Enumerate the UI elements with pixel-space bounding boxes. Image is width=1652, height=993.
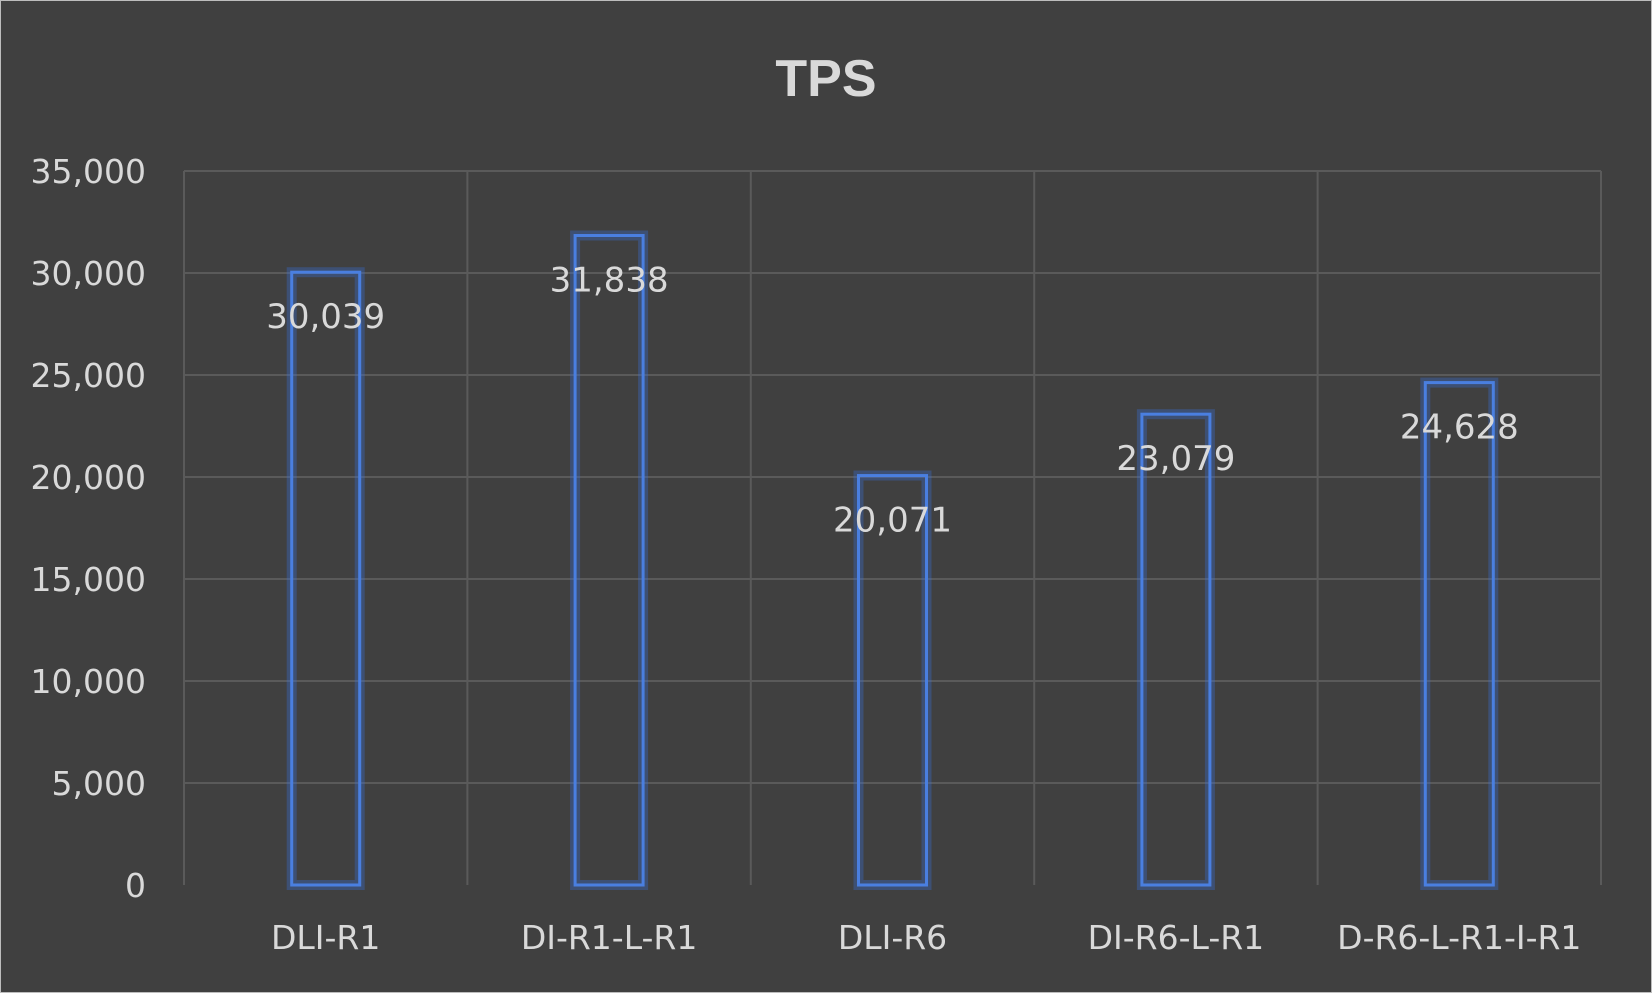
y-tick-label: 30,000 (31, 254, 146, 293)
data-labels: 30,039 31,838 20,071 23,079 24,628 (266, 261, 1519, 541)
y-tick-label: 25,000 (31, 356, 146, 395)
x-category-label: DI-R6-L-R1 (1088, 918, 1265, 957)
chart-title: TPS (775, 50, 876, 108)
x-category-label: DI-R1-L-R1 (521, 918, 698, 957)
data-label: 23,079 (1116, 439, 1235, 479)
y-tick-label: 10,000 (31, 662, 146, 701)
y-tick-label: 0 (125, 866, 146, 905)
data-label: 20,071 (833, 501, 952, 541)
bar-glow (1420, 377, 1499, 890)
y-tick-label: 15,000 (31, 560, 146, 599)
bar-di-r1-l-r1 (573, 234, 645, 887)
y-tick-label: 20,000 (31, 458, 146, 497)
bar-glow (570, 230, 649, 890)
x-category-label: DLI-R6 (838, 918, 947, 957)
bar-d-r6-l-r1-i-r1 (1423, 381, 1495, 887)
bar-di-r6-l-r1 (1140, 412, 1212, 887)
y-tick-label: 5,000 (52, 764, 146, 803)
bar-glow (1136, 409, 1215, 890)
x-axis-categories: DLI-R1 DI-R1-L-R1 DLI-R6 DI-R6-L-R1 D-R6-L-R… (271, 918, 1581, 957)
data-label: 24,628 (1400, 408, 1519, 448)
bar-dli-r1 (290, 270, 362, 887)
x-category-label: DLI-R1 (271, 918, 380, 957)
y-axis-ticks: 0 5,000 10,000 15,000 20,000 25,000 30,000 35,0… (31, 152, 146, 905)
bars (286, 230, 1499, 890)
data-label: 31,838 (550, 261, 669, 301)
bar-dli-r6 (857, 474, 928, 887)
grid-lines (183, 170, 1602, 885)
data-label: 30,039 (266, 297, 385, 337)
x-category-label: D-R6-L-R1-I-R1 (1337, 918, 1581, 957)
y-tick-label: 35,000 (31, 152, 146, 191)
